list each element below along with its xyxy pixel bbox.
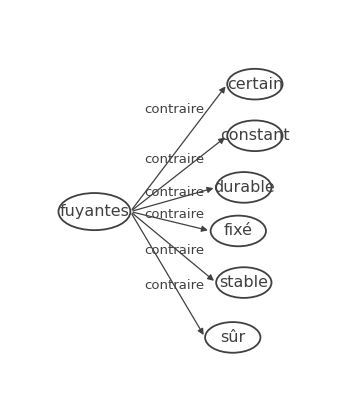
Text: constant: constant (220, 128, 290, 143)
Text: fixé: fixé (224, 223, 253, 238)
Text: contraire: contraire (144, 208, 204, 221)
Ellipse shape (227, 69, 283, 99)
Ellipse shape (59, 193, 130, 230)
Ellipse shape (216, 267, 271, 298)
Ellipse shape (211, 216, 266, 246)
Ellipse shape (227, 120, 283, 151)
Text: contraire: contraire (144, 244, 204, 257)
Text: durable: durable (213, 180, 275, 195)
Text: contraire: contraire (144, 103, 204, 116)
Text: sûr: sûr (220, 330, 245, 345)
Text: contraire: contraire (144, 153, 204, 166)
Ellipse shape (216, 172, 271, 203)
Text: certain: certain (227, 77, 283, 92)
Ellipse shape (205, 322, 261, 353)
Text: stable: stable (219, 275, 268, 290)
Text: contraire: contraire (144, 279, 204, 292)
Text: fuyantes: fuyantes (60, 204, 129, 219)
Text: contraire: contraire (144, 186, 204, 199)
